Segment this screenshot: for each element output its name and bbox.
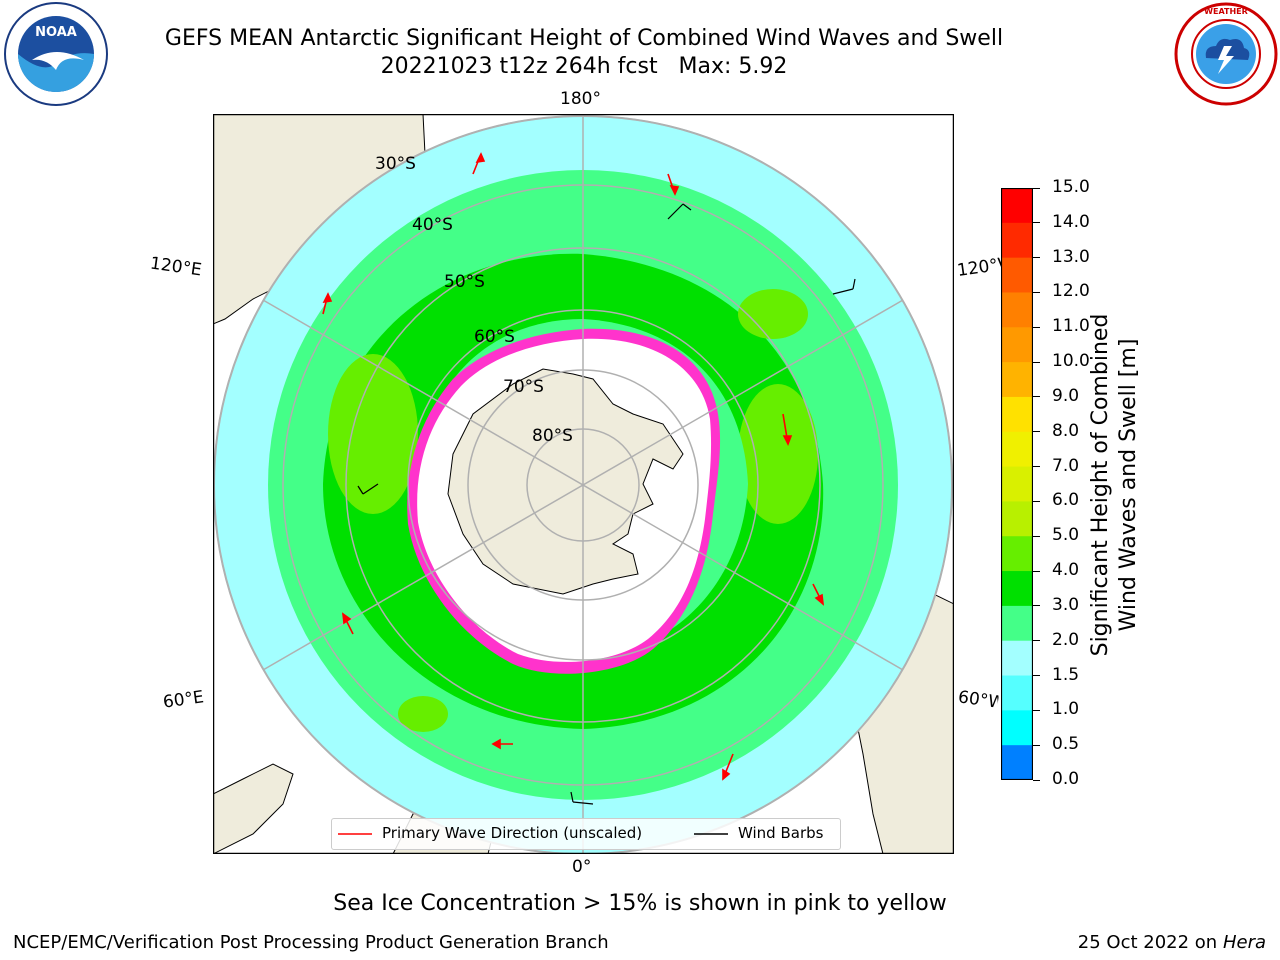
polar-map: 30°S 40°S 50°S 60°S 70°S 80°S <box>213 114 954 854</box>
colorbar-tick <box>1033 431 1040 433</box>
colorbar-tick <box>1033 744 1040 746</box>
sea-ice-note: Sea Ice Concentration > 15% is shown in … <box>333 891 947 916</box>
colorbar-tick <box>1033 396 1040 398</box>
colorbar-band <box>1001 640 1033 677</box>
colorbar-label: Significant Height of Combined Wind Wave… <box>1087 314 1143 657</box>
colorbar-tick-label: 0.0 <box>1052 769 1080 789</box>
colorbar-tick <box>1033 257 1040 259</box>
lat-label-80s: 80°S <box>532 426 573 446</box>
svg-text:WEATHER: WEATHER <box>1204 7 1248 16</box>
colorbar-tick-label: 3.0 <box>1052 594 1080 615</box>
footer-credit: NCEP/EMC/Verification Post Processing Pr… <box>13 932 609 953</box>
colorbar-band <box>1001 362 1033 398</box>
colorbar-tick <box>1033 291 1040 293</box>
colorbar-tick-label: 5.0 <box>1052 525 1080 546</box>
footer-date: 25 Oct 2022 on Hera <box>1078 932 1266 953</box>
colorbar-tick-label: 14.0 <box>1052 211 1090 232</box>
colorbar-tick <box>1033 187 1040 189</box>
colorbar-band <box>1001 605 1033 642</box>
colorbar-tick-label: 12.0 <box>1052 281 1090 302</box>
noaa-logo-text: NOAA <box>35 25 77 40</box>
colorbar-band <box>1001 745 1033 780</box>
lat-label-60s: 60°S <box>474 327 515 347</box>
wave-direction-swatch <box>338 833 372 835</box>
colorbar-tick <box>1033 709 1040 711</box>
nws-logo: WEATHER <box>1174 2 1278 106</box>
colorbar-tick-label: 6.0 <box>1052 490 1080 511</box>
colorbar-band <box>1001 396 1033 433</box>
noaa-logo: NOAA <box>4 2 108 106</box>
colorbar-band <box>1001 675 1033 711</box>
lon-label-lower-right: 60°W <box>956 687 1000 713</box>
colorbar-tick <box>1033 535 1040 537</box>
colorbar-band <box>1001 188 1033 224</box>
colorbar-tick-label: 1.0 <box>1052 699 1080 720</box>
colorbar-tick <box>1033 779 1040 781</box>
footer-date-text: 25 Oct 2022 on <box>1077 932 1218 953</box>
colorbar-tick-label: 4.0 <box>1052 560 1080 581</box>
chart-title: GEFS MEAN Antarctic Significant Height o… <box>164 26 1004 51</box>
lat-label-50s: 50°S <box>444 272 485 292</box>
colorbar-label-line2: Wind Waves and Swell [m] <box>1116 338 1141 632</box>
colorbar-tick <box>1033 500 1040 502</box>
chart-subtitle: 20221023 t12z 264h fcst Max: 5.92 <box>380 54 788 79</box>
wind-barb-swatch <box>694 833 728 835</box>
map-legend: Primary Wave Direction (unscaled) Wind B… <box>331 818 841 850</box>
colorbar-label-line1: Significant Height of Combined <box>1088 313 1113 657</box>
colorbar-tick-label: 1.5 <box>1052 664 1080 685</box>
colorbar-band <box>1001 292 1033 328</box>
colorbar-band <box>1001 536 1033 572</box>
colorbar-band <box>1001 257 1033 293</box>
lat-label-70s: 70°S <box>503 377 544 397</box>
colorbar-tick-label: 15.0 <box>1052 177 1090 197</box>
colorbar-tick <box>1033 326 1040 328</box>
colorbar-tick-label: 7.0 <box>1052 455 1080 476</box>
colorbar-tick-label: 11.0 <box>1052 316 1090 337</box>
colorbar-tick-label: 0.5 <box>1052 734 1080 755</box>
lon-label-upper-left: 120°E <box>148 253 203 281</box>
colorbar-band <box>1001 222 1033 259</box>
colorbar-tick-label: 8.0 <box>1052 420 1080 441</box>
colorbar-band <box>1001 501 1033 537</box>
antarctica-land <box>447 368 684 595</box>
colorbar-band <box>1001 431 1033 468</box>
lat-label-40s: 40°S <box>412 215 453 235</box>
lon-label-bottom: 0° <box>572 857 592 877</box>
colorbar-tick <box>1033 570 1040 572</box>
lon-label-top: 180° <box>560 89 601 109</box>
colorbar-tick-label: 9.0 <box>1052 385 1080 406</box>
colorbar-band <box>1001 327 1033 363</box>
lat-label-30s: 30°S <box>375 154 416 174</box>
legend-barb-label: Wind Barbs <box>738 824 824 842</box>
legend-wave-label: Primary Wave Direction (unscaled) <box>382 824 643 842</box>
colorbar-tick-label: 2.0 <box>1052 629 1080 650</box>
colorbar-tick <box>1033 605 1040 607</box>
colorbar-tick <box>1033 222 1040 224</box>
colorbar-tick-label: 10.0 <box>1052 351 1090 372</box>
colorbar-tick-label: 13.0 <box>1052 246 1090 267</box>
colorbar-tick <box>1033 640 1040 642</box>
colorbar-band <box>1001 571 1033 607</box>
colorbar-tick <box>1033 466 1040 468</box>
colorbar-band <box>1001 710 1033 746</box>
africa-land <box>213 763 294 854</box>
lon-label-lower-left: 60°E <box>161 687 206 713</box>
colorbar-tick <box>1033 675 1040 677</box>
colorbar-tick <box>1033 361 1040 363</box>
colorbar-band <box>1001 466 1033 502</box>
colorbar <box>1001 188 1033 780</box>
footer-host: Hera <box>1222 932 1266 953</box>
